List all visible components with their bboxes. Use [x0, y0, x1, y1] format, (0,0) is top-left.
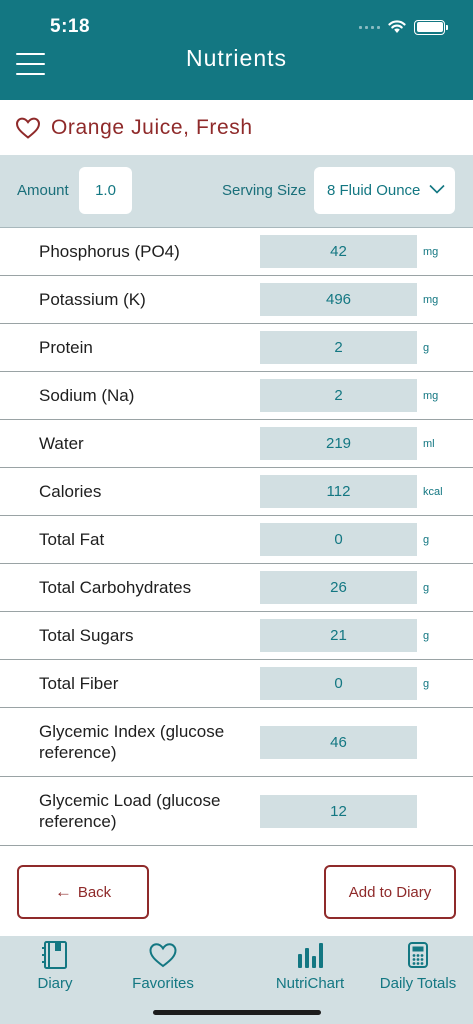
nutrient-label: Calories [39, 482, 102, 501]
nutrient-row-protein: Protein 2 g [0, 324, 473, 372]
nutrient-label: Potassium (K) [39, 290, 146, 309]
nutrient-row-water: Water 219 ml [0, 420, 473, 468]
serving-bar: Amount 1.0 Serving Size 8 Fluid Ounce [0, 155, 473, 228]
nutrient-unit: g [423, 581, 430, 594]
nutrient-value: 2 [260, 331, 417, 364]
amount-input[interactable]: 1.0 [79, 167, 132, 214]
diary-icon [42, 941, 67, 969]
nutrient-value: 496 [260, 283, 417, 316]
nutrient-row-total-fat: Total Fat 0 g [0, 516, 473, 564]
food-title-bar: Orange Juice, Fresh [0, 100, 473, 155]
tab-label: Diary [37, 975, 73, 992]
nutrient-value: 46 [260, 726, 417, 759]
nutrient-value: 42 [260, 235, 417, 268]
battery-icon [414, 19, 448, 35]
chevron-down-icon [429, 184, 445, 194]
wifi-icon [388, 20, 406, 33]
nutrient-row-sodium: Sodium (Na) 2 mg [0, 372, 473, 420]
arrow-left-icon: ← [54, 882, 72, 901]
nutrient-value: 0 [260, 667, 417, 700]
nutrient-unit: g [423, 629, 430, 642]
nutrient-row-potassium: Potassium (K) 496 mg [0, 276, 473, 324]
nutrient-row-total-fiber: Total Fiber 0 g [0, 660, 473, 708]
hamburger-menu-icon[interactable] [16, 53, 45, 75]
nutrient-unit: mg [423, 245, 439, 258]
calculator-icon [408, 942, 428, 968]
nav-header: 5:18 Nutrients [0, 0, 473, 100]
nutrient-label: Total Sugars [39, 626, 134, 645]
cellular-signal-icon [359, 25, 380, 29]
nutrient-label: Glycemic Load (glucose reference) [39, 791, 221, 831]
nutrient-label: Protein [39, 338, 93, 357]
nutrient-value: 26 [260, 571, 417, 604]
nutrient-row-glycemic-index: Glycemic Index (glucose reference) 46 [0, 708, 473, 777]
nutrient-row-calories: Calories 112 kcal [0, 468, 473, 516]
nutrient-value: 2 [260, 379, 417, 412]
add-to-diary-label: Add to Diary [348, 883, 432, 901]
heart-icon [149, 943, 177, 968]
home-indicator[interactable] [153, 1010, 321, 1015]
nutrient-value: 0 [260, 523, 417, 556]
nutrient-value: 21 [260, 619, 417, 652]
page-title: Nutrients [185, 45, 288, 71]
nutrient-label: Total Fiber [39, 674, 119, 693]
nutrient-value: 112 [260, 475, 417, 508]
tab-favorites[interactable]: Favorites [108, 940, 218, 992]
nutrient-row-phosphorus: Phosphorus (PO4) 42 mg [0, 228, 473, 276]
serving-size-value: 8 Fluid Ounce [327, 182, 421, 199]
nutrient-row-total-sugars: Total Sugars 21 g [0, 612, 473, 660]
tab-label: Favorites [132, 975, 194, 992]
nutrient-label: Sodium (Na) [39, 386, 135, 405]
nutrient-row-total-carbohydrates: Total Carbohydrates 26 g [0, 564, 473, 612]
serving-size-label: Serving Size [222, 182, 307, 199]
nutrient-label: Water [39, 434, 84, 453]
food-name: Orange Juice, Fresh [51, 115, 253, 139]
tab-label: NutriChart [275, 975, 345, 992]
nutrient-unit: g [423, 533, 430, 546]
nutrient-unit: kcal [423, 485, 443, 498]
nutrient-row-glycemic-load: Glycemic Load (glucose reference) 12 [0, 777, 473, 846]
serving-size-dropdown[interactable]: 8 Fluid Ounce [314, 167, 455, 214]
status-icons [359, 16, 448, 38]
status-time: 5:18 [50, 16, 91, 37]
nutrient-unit: mg [423, 293, 439, 306]
nutrient-unit: ml [423, 437, 435, 450]
nutrient-label: Total Fat [39, 530, 105, 549]
bar-chart-icon [298, 943, 323, 968]
nutrient-label: Phosphorus (PO4) [39, 242, 180, 261]
tab-bar: Diary Favorites NutriChart Daily Totals [0, 936, 473, 1024]
heart-outline-icon[interactable] [15, 116, 41, 140]
nutrient-label: Glycemic Index (glucose reference) [39, 722, 225, 762]
back-button[interactable]: ← Back [17, 865, 149, 919]
tab-nutrichart[interactable]: NutriChart [255, 940, 365, 992]
amount-label: Amount [17, 182, 69, 199]
nutrient-value: 219 [260, 427, 417, 460]
nutrient-list: Phosphorus (PO4) 42 mg Potassium (K) 496… [0, 228, 473, 846]
nutrient-unit: mg [423, 389, 439, 402]
tab-daily-totals[interactable]: Daily Totals [363, 940, 473, 992]
nutrient-unit: g [423, 341, 430, 354]
nutrient-value: 12 [260, 795, 417, 828]
nutrient-label: Total Carbohydrates [39, 578, 192, 597]
tab-diary[interactable]: Diary [0, 940, 110, 992]
nutrient-unit: g [423, 677, 430, 690]
add-to-diary-button[interactable]: Add to Diary [324, 865, 456, 919]
back-button-label: Back [77, 883, 112, 901]
tab-label: Daily Totals [379, 975, 457, 992]
